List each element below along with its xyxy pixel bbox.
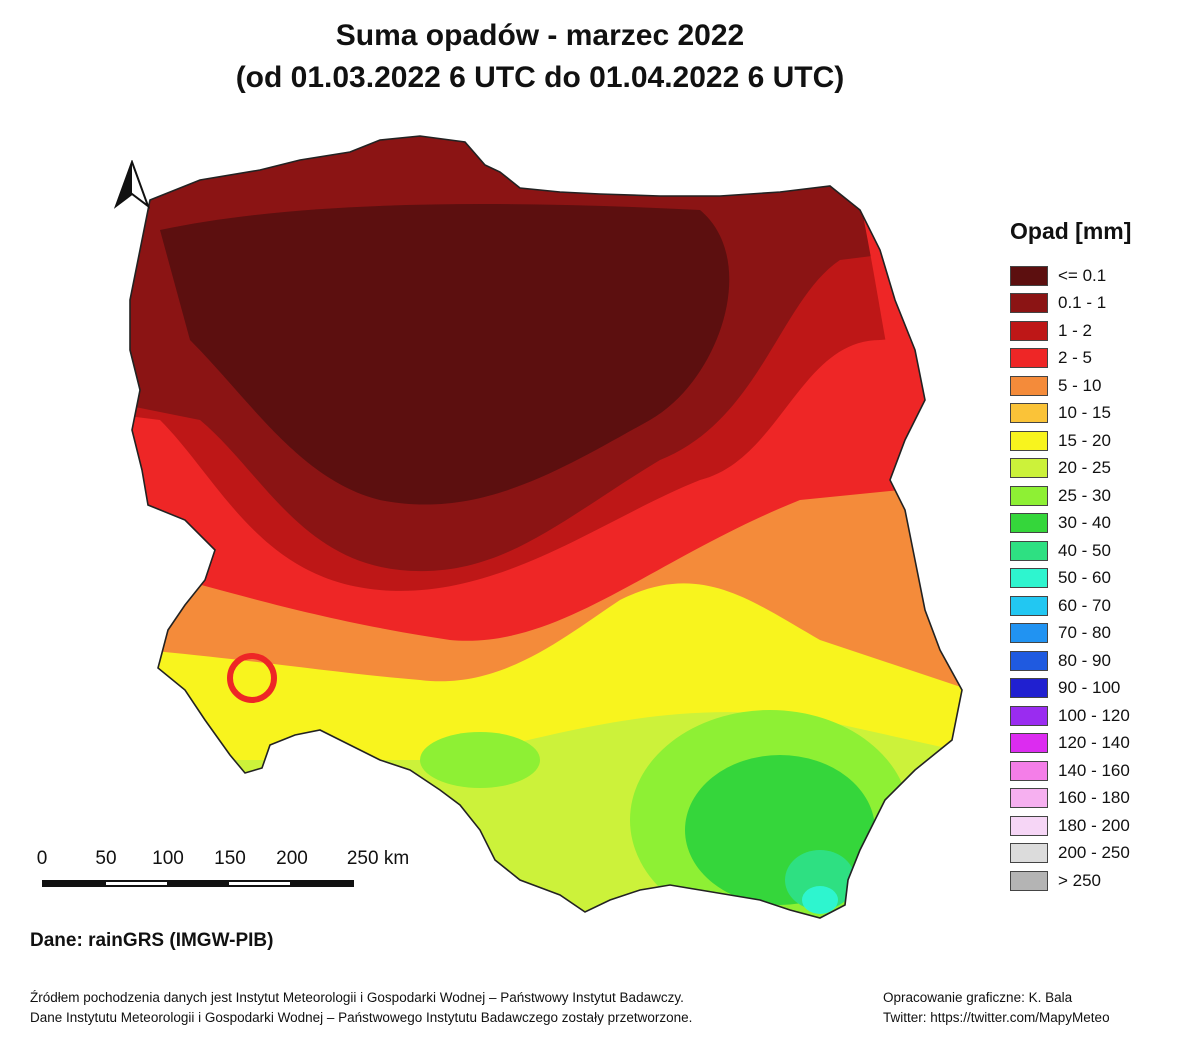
scale-tick-label: 100 (152, 848, 184, 869)
band-25-30-west (420, 732, 540, 788)
legend-label: 80 - 90 (1058, 650, 1111, 670)
legend-swatch (1010, 265, 1048, 286)
scale-labels: 0 50 100 150 200 250 km (30, 848, 450, 872)
legend-title: Opad [mm] (1010, 218, 1132, 244)
legend-row: 10 - 15 (1010, 400, 1130, 428)
legend-row: 80 - 90 (1010, 647, 1130, 675)
legend-swatch (1010, 403, 1048, 424)
legend-row: 120 - 140 (1010, 730, 1130, 758)
legend-swatch (1010, 815, 1048, 836)
legend-label: <= 0.1 (1058, 265, 1107, 285)
legend-label: 2 - 5 (1058, 348, 1093, 368)
legend-swatch (1010, 540, 1048, 561)
legend-label: 30 - 40 (1058, 513, 1111, 533)
legend-row: 140 - 160 (1010, 757, 1130, 785)
scale-bar-graphic (42, 880, 354, 887)
scale-bar: 0 50 100 150 200 250 km (30, 848, 450, 887)
legend-row: <= 0.1 (1010, 262, 1130, 290)
legend-row: 2 - 5 (1010, 345, 1130, 373)
legend-label: 120 - 140 (1058, 733, 1130, 753)
scale-tick-label: 200 (276, 848, 308, 869)
legend-row: 5 - 10 (1010, 372, 1130, 400)
precipitation-map (129, 135, 963, 919)
legend-label: 90 - 100 (1058, 678, 1121, 698)
legend-swatch (1010, 293, 1048, 314)
legend-swatch (1010, 678, 1048, 699)
legend-label: 160 - 180 (1058, 788, 1130, 808)
legend-label: 180 - 200 (1058, 815, 1130, 835)
legend-label: 15 - 20 (1058, 430, 1111, 450)
legend-row: 25 - 30 (1010, 482, 1130, 510)
legend-row: 180 - 200 (1010, 812, 1130, 840)
legend: <= 0.1 0.1 - 1 1 - 2 2 - 5 5 - 10 10 - 15 15 -… (1010, 262, 1130, 895)
legend-label: 100 - 120 (1058, 705, 1130, 725)
legend-swatch (1010, 650, 1048, 671)
legend-label: 200 - 250 (1058, 843, 1130, 863)
legend-row: 90 - 100 (1010, 675, 1130, 703)
data-source: Dane: rainGRS (IMGW-PIB) (30, 930, 274, 951)
legend-label: 10 - 15 (1058, 403, 1111, 423)
band-le-0.1 (160, 204, 730, 505)
north-arrow-icon (113, 160, 151, 209)
legend-row: 100 - 120 (1010, 702, 1130, 730)
scale-tick-label: 250 km (346, 848, 410, 869)
legend-row: 20 - 25 (1010, 455, 1130, 483)
legend-swatch (1010, 870, 1048, 891)
radar-artifact-ring (227, 653, 277, 703)
legend-swatch (1010, 513, 1048, 534)
legend-label: 1 - 2 (1058, 320, 1093, 340)
legend-swatch (1010, 788, 1048, 809)
map-subtitle: (od 01.03.2022 6 UTC do 01.04.2022 6 UTC… (235, 61, 845, 94)
legend-row: 0.1 - 1 (1010, 290, 1130, 318)
legend-label: 5 - 10 (1058, 375, 1102, 395)
credits-author: Opracowanie graficzne: K. Bala (883, 990, 1073, 1005)
band-40-50 (785, 850, 855, 910)
legend-swatch (1010, 760, 1048, 781)
legend-row: 1 - 2 (1010, 317, 1130, 345)
legend-row: 70 - 80 (1010, 620, 1130, 648)
credits: Opracowanie graficzne: K. Bala Twitter: … (883, 988, 1110, 1028)
legend-label: > 250 (1058, 870, 1102, 890)
legend-label: 25 - 30 (1058, 485, 1111, 505)
legend-label: 140 - 160 (1058, 760, 1130, 780)
scale-tick-label: 150 (214, 848, 246, 869)
legend-swatch (1010, 843, 1048, 864)
legend-row: 15 - 20 (1010, 427, 1130, 455)
note-line-1: Źródłem pochodzenia danych jest Instytut… (30, 990, 684, 1005)
legend-swatch (1010, 595, 1048, 616)
legend-swatch (1010, 568, 1048, 589)
legend-row: 200 - 250 (1010, 840, 1130, 868)
legend-swatch (1010, 733, 1048, 754)
data-notes: Źródłem pochodzenia danych jest Instytut… (30, 988, 692, 1028)
band-5-10-east (890, 240, 962, 340)
legend-row: 160 - 180 (1010, 785, 1130, 813)
legend-swatch (1010, 430, 1048, 451)
legend-row: 60 - 70 (1010, 592, 1130, 620)
band-50-60 (802, 886, 838, 914)
scale-tick-label: 0 (36, 848, 48, 869)
legend-label: 70 - 80 (1058, 623, 1111, 643)
legend-swatch (1010, 485, 1048, 506)
legend-swatch (1010, 458, 1048, 479)
legend-row: 50 - 60 (1010, 565, 1130, 593)
legend-label: 0.1 - 1 (1058, 293, 1107, 313)
legend-swatch (1010, 348, 1048, 369)
legend-row: 30 - 40 (1010, 510, 1130, 538)
legend-swatch (1010, 705, 1048, 726)
map-title: Suma opadów - marzec 2022 (335, 19, 745, 52)
legend-label: 60 - 70 (1058, 595, 1111, 615)
legend-label: 20 - 25 (1058, 458, 1111, 478)
legend-swatch (1010, 375, 1048, 396)
credits-twitter: Twitter: https://twitter.com/MapyMeteo (883, 1010, 1110, 1025)
note-line-2: Dane Instytutu Meteorologii i Gospodarki… (30, 1010, 693, 1025)
legend-swatch (1010, 320, 1048, 341)
legend-row: 40 - 50 (1010, 537, 1130, 565)
legend-swatch (1010, 623, 1048, 644)
legend-label: 50 - 60 (1058, 568, 1111, 588)
legend-label: 40 - 50 (1058, 540, 1111, 560)
legend-row: > 250 (1010, 867, 1130, 895)
scale-tick-label: 50 (95, 848, 117, 869)
